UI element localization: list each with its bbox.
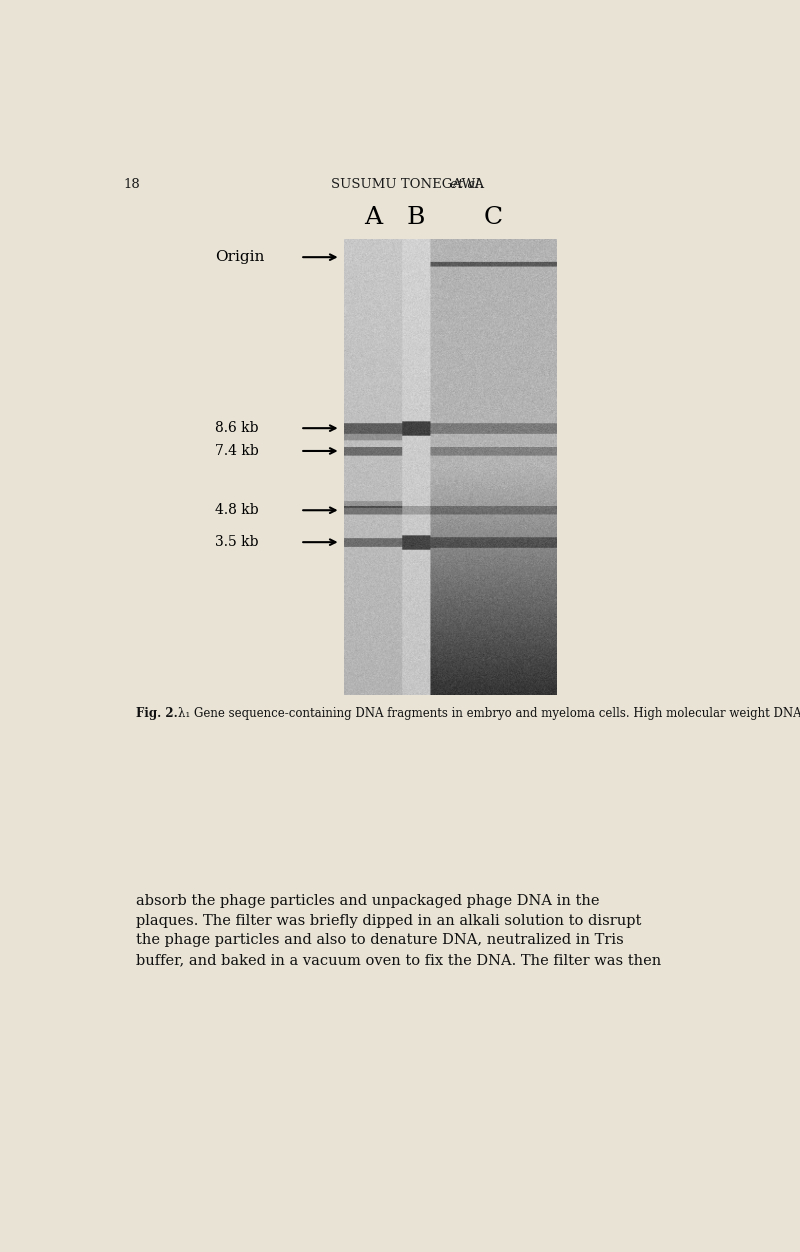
Text: 4.8 kb: 4.8 kb <box>214 503 258 517</box>
Text: B: B <box>407 207 426 229</box>
Text: λ₁ Gene sequence-containing DNA fragments in embryo and myeloma cells. High mole: λ₁ Gene sequence-containing DNA fragment… <box>178 707 800 720</box>
Text: 7.4 kb: 7.4 kb <box>214 444 258 458</box>
Text: A: A <box>364 207 382 229</box>
Text: C: C <box>483 207 502 229</box>
Text: 18: 18 <box>124 179 141 192</box>
Text: Origin: Origin <box>214 250 264 264</box>
Text: SUSUMU TONEGAWA: SUSUMU TONEGAWA <box>331 179 489 192</box>
Text: Fig. 2.: Fig. 2. <box>136 707 178 720</box>
Text: et al.: et al. <box>450 179 484 192</box>
Text: 8.6 kb: 8.6 kb <box>214 421 258 436</box>
Text: absorb the phage particles and unpackaged phage DNA in the
plaques. The filter w: absorb the phage particles and unpackage… <box>136 894 662 967</box>
Text: 3.5 kb: 3.5 kb <box>214 535 258 550</box>
